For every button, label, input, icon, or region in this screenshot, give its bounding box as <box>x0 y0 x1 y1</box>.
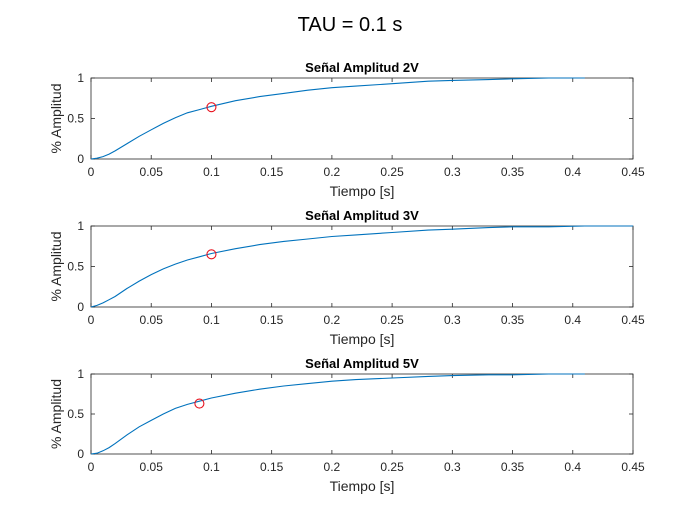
x-tick-label: 0.25 <box>380 165 404 179</box>
x-tick-label: 0.2 <box>324 313 341 327</box>
axes-layer: Señal Amplitud 2V 0 0.05 0.1 0.15 0.2 0.25 0.3 0… <box>48 60 645 494</box>
x-tick-label: 0.05 <box>140 313 164 327</box>
x-tick-label: 0.2 <box>324 460 341 474</box>
subplot-title: Señal Amplitud 2V <box>305 60 419 75</box>
x-tick-label: 0.45 <box>621 460 645 474</box>
y-tick-label: 0 <box>77 300 84 314</box>
x-tick-label: 0.05 <box>140 460 164 474</box>
x-tick-label: 0.25 <box>380 460 404 474</box>
x-axis-label: Tiempo [s] <box>330 331 395 347</box>
y-tick-label: 1 <box>77 219 84 233</box>
x-tick-label: 0 <box>88 460 95 474</box>
subplot-3: Señal Amplitud 5V 0 0.05 0.1 0.15 0.2 0.25 0.3 0… <box>48 356 645 494</box>
tau-marker <box>206 249 217 260</box>
series-line <box>90 77 585 160</box>
x-tick-label: 0.4 <box>564 165 581 179</box>
x-tick-label: 0.15 <box>260 313 284 327</box>
figure-title: TAU = 0.1 s <box>298 14 403 36</box>
x-tick-label: 0.15 <box>260 165 284 179</box>
series-line <box>90 225 633 308</box>
x-tick-label: 0.2 <box>324 165 341 179</box>
y-axis-label: % Amplitud <box>48 83 64 153</box>
x-tick-label: 0.35 <box>501 313 525 327</box>
x-tick-label: 0.3 <box>444 313 461 327</box>
x-tick-label: 0 <box>88 165 95 179</box>
x-tick-label: 0.15 <box>260 460 284 474</box>
subplot-title: Señal Amplitud 3V <box>305 208 419 223</box>
x-tick-label: 0 <box>88 313 95 327</box>
y-axis-label: % Amplitud <box>48 231 64 301</box>
y-tick-label: 0.5 <box>67 260 84 274</box>
x-tick-label: 0.45 <box>621 165 645 179</box>
y-axis-label: % Amplitud <box>48 379 64 449</box>
x-tick-label: 0.05 <box>140 165 164 179</box>
x-tick-label: 0.4 <box>564 460 581 474</box>
x-tick-label: 0.1 <box>203 313 220 327</box>
x-tick-label: 0.1 <box>203 165 220 179</box>
y-tick-label: 0 <box>77 447 84 461</box>
axes-box <box>90 373 634 455</box>
x-tick-label: 0.3 <box>444 460 461 474</box>
subplot-title: Señal Amplitud 5V <box>305 356 419 371</box>
axes-box <box>90 77 634 160</box>
x-tick-label: 0.25 <box>380 313 404 327</box>
y-tick-label: 1 <box>77 367 84 381</box>
series-line <box>90 373 585 455</box>
y-tick-label: 0 <box>77 152 84 166</box>
x-axis-label: Tiempo [s] <box>330 478 395 494</box>
tau-marker <box>206 102 217 113</box>
x-tick-label: 0.4 <box>564 313 581 327</box>
x-tick-label: 0.1 <box>203 460 220 474</box>
subplot-2: Señal Amplitud 3V 0 0.05 0.1 0.15 0.2 0.25 0.3 0… <box>48 208 645 347</box>
x-tick-label: 0.45 <box>621 313 645 327</box>
axes-box <box>90 225 634 308</box>
y-tick-label: 1 <box>77 71 84 85</box>
x-tick-label: 0.3 <box>444 165 461 179</box>
y-tick-label: 0.5 <box>67 407 84 421</box>
tau-marker <box>194 398 205 409</box>
x-tick-label: 0.35 <box>501 165 525 179</box>
x-axis-label: Tiempo [s] <box>330 183 395 199</box>
y-tick-label: 0.5 <box>67 112 84 126</box>
subplot-1: Señal Amplitud 2V 0 0.05 0.1 0.15 0.2 0.25 0.3 0… <box>48 60 645 199</box>
x-tick-label: 0.35 <box>501 460 525 474</box>
